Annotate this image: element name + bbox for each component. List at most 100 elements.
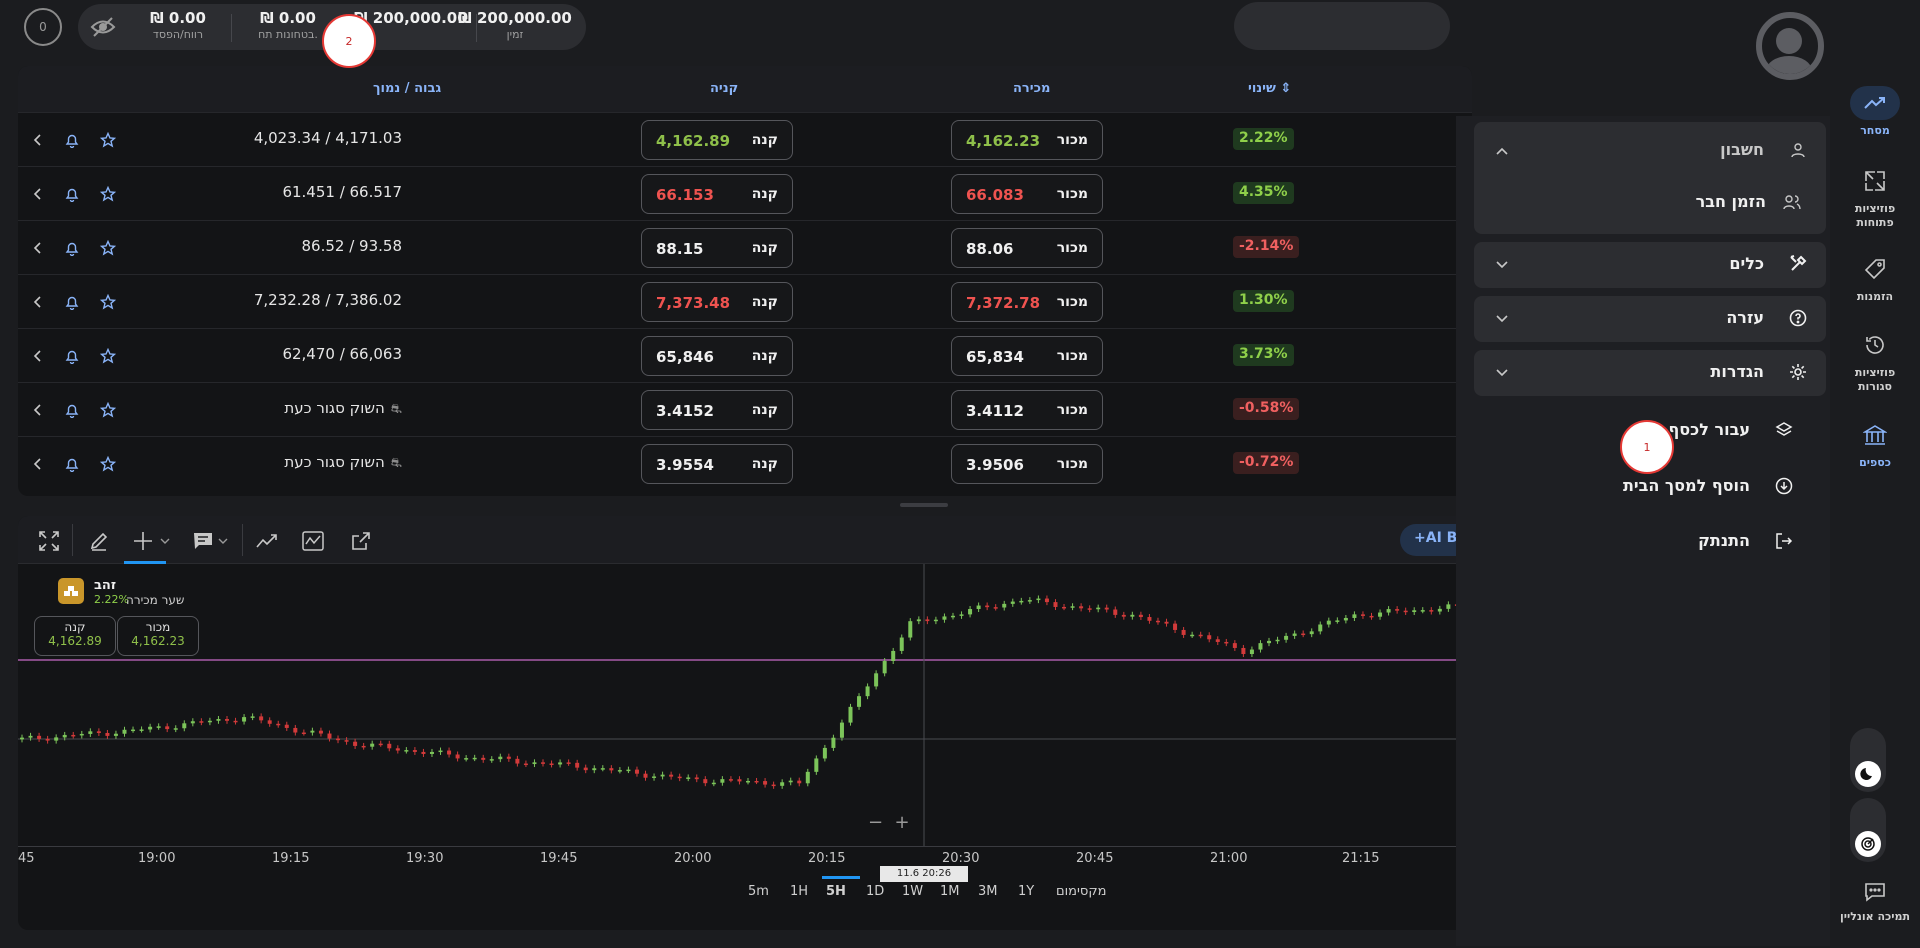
pencil-icon[interactable] [86,528,112,554]
chevron-left-icon[interactable] [28,346,48,366]
buy-button[interactable]: 3.4152 קנה [641,390,793,430]
sell-button[interactable]: 3.9506 מכור [951,444,1103,484]
user-avatar[interactable] [1756,12,1824,80]
bell-icon[interactable] [62,238,82,258]
nav-support[interactable]: תמיכה אונליין [1830,878,1920,924]
chevron-down-icon[interactable] [216,528,230,554]
sell-button[interactable]: 65,834 מכור [951,336,1103,376]
search-pill[interactable] [1234,2,1450,50]
nav-trade[interactable]: מסחר [1830,86,1920,138]
nav-open-positions[interactable]: פוזיציות פתוחות [1830,164,1920,230]
logout-item[interactable]: התנתק [1698,531,1750,550]
chevron-down-icon[interactable] [158,528,172,554]
candle-body [1326,620,1331,625]
bell-icon[interactable] [62,184,82,204]
range-option[interactable]: 5m [748,884,769,899]
buy-button[interactable]: 3.9554 קנה [641,444,793,484]
chevron-up-icon[interactable] [1494,143,1510,159]
table-row[interactable]: 4,023.34 / 4,171.03 4,162.89 קנה 4,162.2… [18,112,1472,166]
bell-icon[interactable] [62,130,82,150]
bell-icon[interactable] [62,292,82,312]
table-row[interactable]: 7,232.28 / 7,386.02 7,373.48 קנה 7,372.7… [18,274,1472,328]
star-icon[interactable] [98,130,118,150]
indicators-icon[interactable] [254,528,280,554]
range-option[interactable]: 5H [826,884,846,899]
bell-icon[interactable] [62,454,82,474]
range-option[interactable]: 1W [902,884,924,899]
table-row[interactable]: 86.52 / 93.58 88.15 קנה 88.06 מכור -2.14… [18,220,1472,274]
price-type-label: שער מכירה [126,593,185,607]
chevron-left-icon[interactable] [28,184,48,204]
resize-handle[interactable] [900,503,948,507]
range-option[interactable]: מקסימום [1056,884,1107,899]
fullscreen-icon[interactable] [36,528,62,554]
sell-button[interactable]: 66.083 מכור [951,174,1103,214]
sound-toggle[interactable] [1850,798,1886,862]
star-icon[interactable] [98,454,118,474]
help-card[interactable]: עזרה [1474,296,1826,342]
tools-card[interactable]: כלים [1474,242,1826,288]
star-icon[interactable] [98,238,118,258]
header-sell: מכירה [1013,81,1051,96]
zoom-out-button[interactable]: − [868,812,884,833]
dark-mode-toggle[interactable] [1850,728,1886,792]
range-option[interactable]: 3M [978,884,998,899]
zoom-in-button[interactable]: + [894,812,910,833]
external-link-icon[interactable] [348,528,374,554]
candle-body [1241,647,1246,655]
buy-button[interactable]: 66.153 קנה [641,174,793,214]
add-home-screen-item[interactable]: הוסף למסך הבית [1622,476,1750,495]
sell-button[interactable]: 88.06 מכור [951,228,1103,268]
chevron-left-icon[interactable] [28,292,48,312]
crosshair-icon[interactable] [130,528,156,554]
table-row[interactable]: 61.451 / 66.517 66.153 קנה 66.083 מכור 4… [18,166,1472,220]
chart-buy-box[interactable]: קנה 4,162.89 [34,616,116,656]
header-high-low: גבוה / נמוך [373,81,442,96]
chevron-left-icon[interactable] [28,130,48,150]
star-icon[interactable] [98,184,118,204]
header-change[interactable]: שינוי ⇕ [1248,81,1292,96]
range-option[interactable]: 1H [790,884,809,899]
candle-body [1284,635,1289,640]
buy-button[interactable]: 88.15 קנה [641,228,793,268]
chart-type-icon[interactable] [300,528,326,554]
nav-funds[interactable]: כספים [1830,418,1920,470]
range-option[interactable]: 1Y [1018,884,1035,899]
star-icon[interactable] [98,346,118,366]
account-section[interactable]: חשבון [1720,140,1764,159]
chart-sell-box[interactable]: מכור 4,162.23 [117,616,199,656]
candle-body [763,781,768,785]
buy-button[interactable]: 65,846 קנה [641,336,793,376]
buy-button[interactable]: 4,162.89 קנה [641,120,793,160]
bell-icon[interactable] [62,400,82,420]
sell-button[interactable]: 7,372.78 מכור [951,282,1103,322]
star-icon[interactable] [98,292,118,312]
range-option[interactable]: 1M [940,884,960,899]
table-row[interactable]: השוק סגור כעת ⛐ 3.4152 קנה 3.4112 מכור -0… [18,382,1472,436]
sell-button[interactable]: 4,162.23 מכור [951,120,1103,160]
top-bar: 0 ₪ 0.00 רווח/הפסד ₪ 0.00 בטחונות תח. ₪ … [0,0,1920,80]
range-option[interactable]: 1D [866,884,885,899]
sell-price: 3.9506 [966,456,1024,474]
sell-button[interactable]: 3.4112 מכור [951,390,1103,430]
bell-icon[interactable] [62,346,82,366]
settings-card[interactable]: הגדרות [1474,350,1826,396]
table-row[interactable]: 62,470 / 66,063 65,846 קנה 65,834 מכור 3… [18,328,1472,382]
candlestick-plot[interactable] [18,564,1472,846]
hide-balance-icon[interactable] [88,12,118,42]
chevron-left-icon[interactable] [28,454,48,474]
table-row[interactable]: השוק סגור כעת ⛐ 3.9554 קנה 3.9506 מכור -0… [18,436,1472,490]
invite-friend-item[interactable]: הזמן חבר [1695,192,1766,211]
candle-body [643,773,648,778]
nav-closed-positions[interactable]: פוזיציות סגורות [1830,328,1920,394]
comment-icon[interactable] [190,528,216,554]
chevron-left-icon[interactable] [28,400,48,420]
candle-body [498,756,503,760]
available-label: זמין [506,28,524,41]
chevron-left-icon[interactable] [28,238,48,258]
candle-body [327,733,332,739]
notification-count-badge[interactable]: 0 [24,8,62,46]
buy-button[interactable]: 7,373.48 קנה [641,282,793,322]
nav-orders[interactable]: הזמנות [1830,252,1920,304]
star-icon[interactable] [98,400,118,420]
